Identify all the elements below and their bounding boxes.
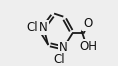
Text: Cl: Cl <box>26 21 38 34</box>
Text: O: O <box>83 17 93 30</box>
Text: N: N <box>59 42 68 55</box>
Text: N: N <box>39 21 48 34</box>
Text: OH: OH <box>79 40 97 53</box>
Text: Cl: Cl <box>53 53 65 66</box>
